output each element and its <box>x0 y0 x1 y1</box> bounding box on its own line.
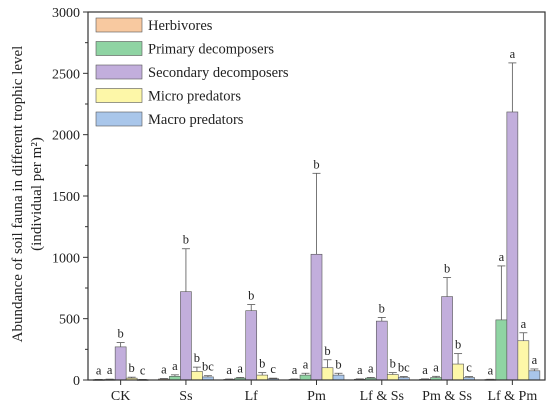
significance-letter: c <box>466 361 472 375</box>
significance-letter: b <box>313 157 319 171</box>
significance-letter: a <box>433 360 439 374</box>
significance-letter: a <box>488 363 494 377</box>
bar <box>114 346 127 381</box>
x-tick-label: CK <box>111 389 130 404</box>
bar <box>506 111 519 381</box>
significance-letter: a <box>226 363 232 377</box>
bar <box>321 367 334 381</box>
bar <box>299 374 312 381</box>
bar <box>528 370 541 381</box>
x-tick-label: Ss <box>179 389 192 404</box>
significance-letter: b <box>129 361 135 375</box>
significance-letter: c <box>140 363 146 377</box>
significance-letter: a <box>237 361 243 375</box>
y-axis-label-line1: Abundance of soil fauna in different tro… <box>10 46 26 343</box>
plot-frame <box>87 11 546 381</box>
legend-swatch <box>95 41 143 56</box>
x-tick-label: Pm <box>307 389 326 404</box>
bar <box>375 320 388 381</box>
bar <box>245 310 258 381</box>
bar <box>452 363 464 381</box>
significance-letter: a <box>172 359 178 373</box>
y-tick-label: 0 <box>73 374 80 389</box>
significance-letter: a <box>107 363 113 377</box>
significance-letter: a <box>521 317 527 331</box>
bar <box>191 371 203 381</box>
legend-swatch <box>95 88 143 103</box>
significance-letter: a <box>96 363 102 377</box>
x-tick-label: Lf & Ss <box>360 389 404 404</box>
significance-letter: b <box>118 327 124 341</box>
significance-letter: bc <box>398 361 410 375</box>
significance-letter: a <box>422 363 428 377</box>
legend: Herbivores Primary decomposers Secondary d… <box>95 17 289 128</box>
legend-swatch <box>95 17 143 33</box>
x-tick-label: Lf & Pm <box>487 389 537 404</box>
significance-letter: b <box>390 357 396 371</box>
significance-letter: a <box>357 363 363 377</box>
significance-letter: a <box>510 47 516 61</box>
bar <box>517 340 530 381</box>
significance-letter: a <box>292 363 298 377</box>
legend-label: Macro predators <box>148 112 244 128</box>
y-tick-label: 2000 <box>52 129 80 144</box>
significance-letter: b <box>444 262 450 276</box>
axes-layer: CK Ss Lf Pm Lf & Ss Pm & Ss Lf & Pm 0 500 1000 150… <box>52 6 546 404</box>
significance-letter: a <box>303 357 309 371</box>
legend-label: Secondary decomposers <box>148 65 289 81</box>
y-tick-label: 2500 <box>52 67 80 82</box>
legend-swatch <box>95 64 143 80</box>
legend-swatch <box>95 111 143 127</box>
bar <box>441 296 453 381</box>
significance-letter: b <box>194 351 200 365</box>
bar <box>256 374 269 381</box>
y-tick-label: 500 <box>59 313 80 328</box>
bar <box>310 253 323 381</box>
y-tick-label: 1500 <box>52 190 80 205</box>
significance-letter: a <box>161 363 167 377</box>
bar <box>495 319 508 381</box>
legend-label: Herbivores <box>148 18 213 34</box>
x-tick-label: Lf <box>245 389 259 404</box>
bar <box>386 374 399 381</box>
significance-letter: b <box>259 357 265 371</box>
y-axis-label-line2: (individual per m²) <box>29 137 45 251</box>
significance-letter: b <box>248 289 254 303</box>
significance-letter: b <box>324 344 330 358</box>
significance-letter: b <box>335 357 341 371</box>
legend-label: Micro predators <box>148 89 241 105</box>
bar <box>332 374 345 381</box>
y-axis-label: Abundance of soil fauna in different tro… <box>10 46 45 343</box>
significance-letter: b <box>379 301 385 315</box>
significance-letter: c <box>270 362 276 376</box>
significance-letter: a <box>499 250 505 264</box>
bar <box>180 291 192 381</box>
y-tick-label: 3000 <box>52 6 80 21</box>
x-tick-label: Pm & Ss <box>422 389 472 404</box>
significance-letter: a <box>532 353 538 367</box>
significance-letter: a <box>368 361 374 375</box>
y-tick-label: 1000 <box>52 251 80 266</box>
significance-letter: b <box>455 338 461 352</box>
significance-letter: bc <box>202 360 214 374</box>
legend-label: Primary decomposers <box>148 42 274 58</box>
significance-letter: b <box>183 233 189 247</box>
